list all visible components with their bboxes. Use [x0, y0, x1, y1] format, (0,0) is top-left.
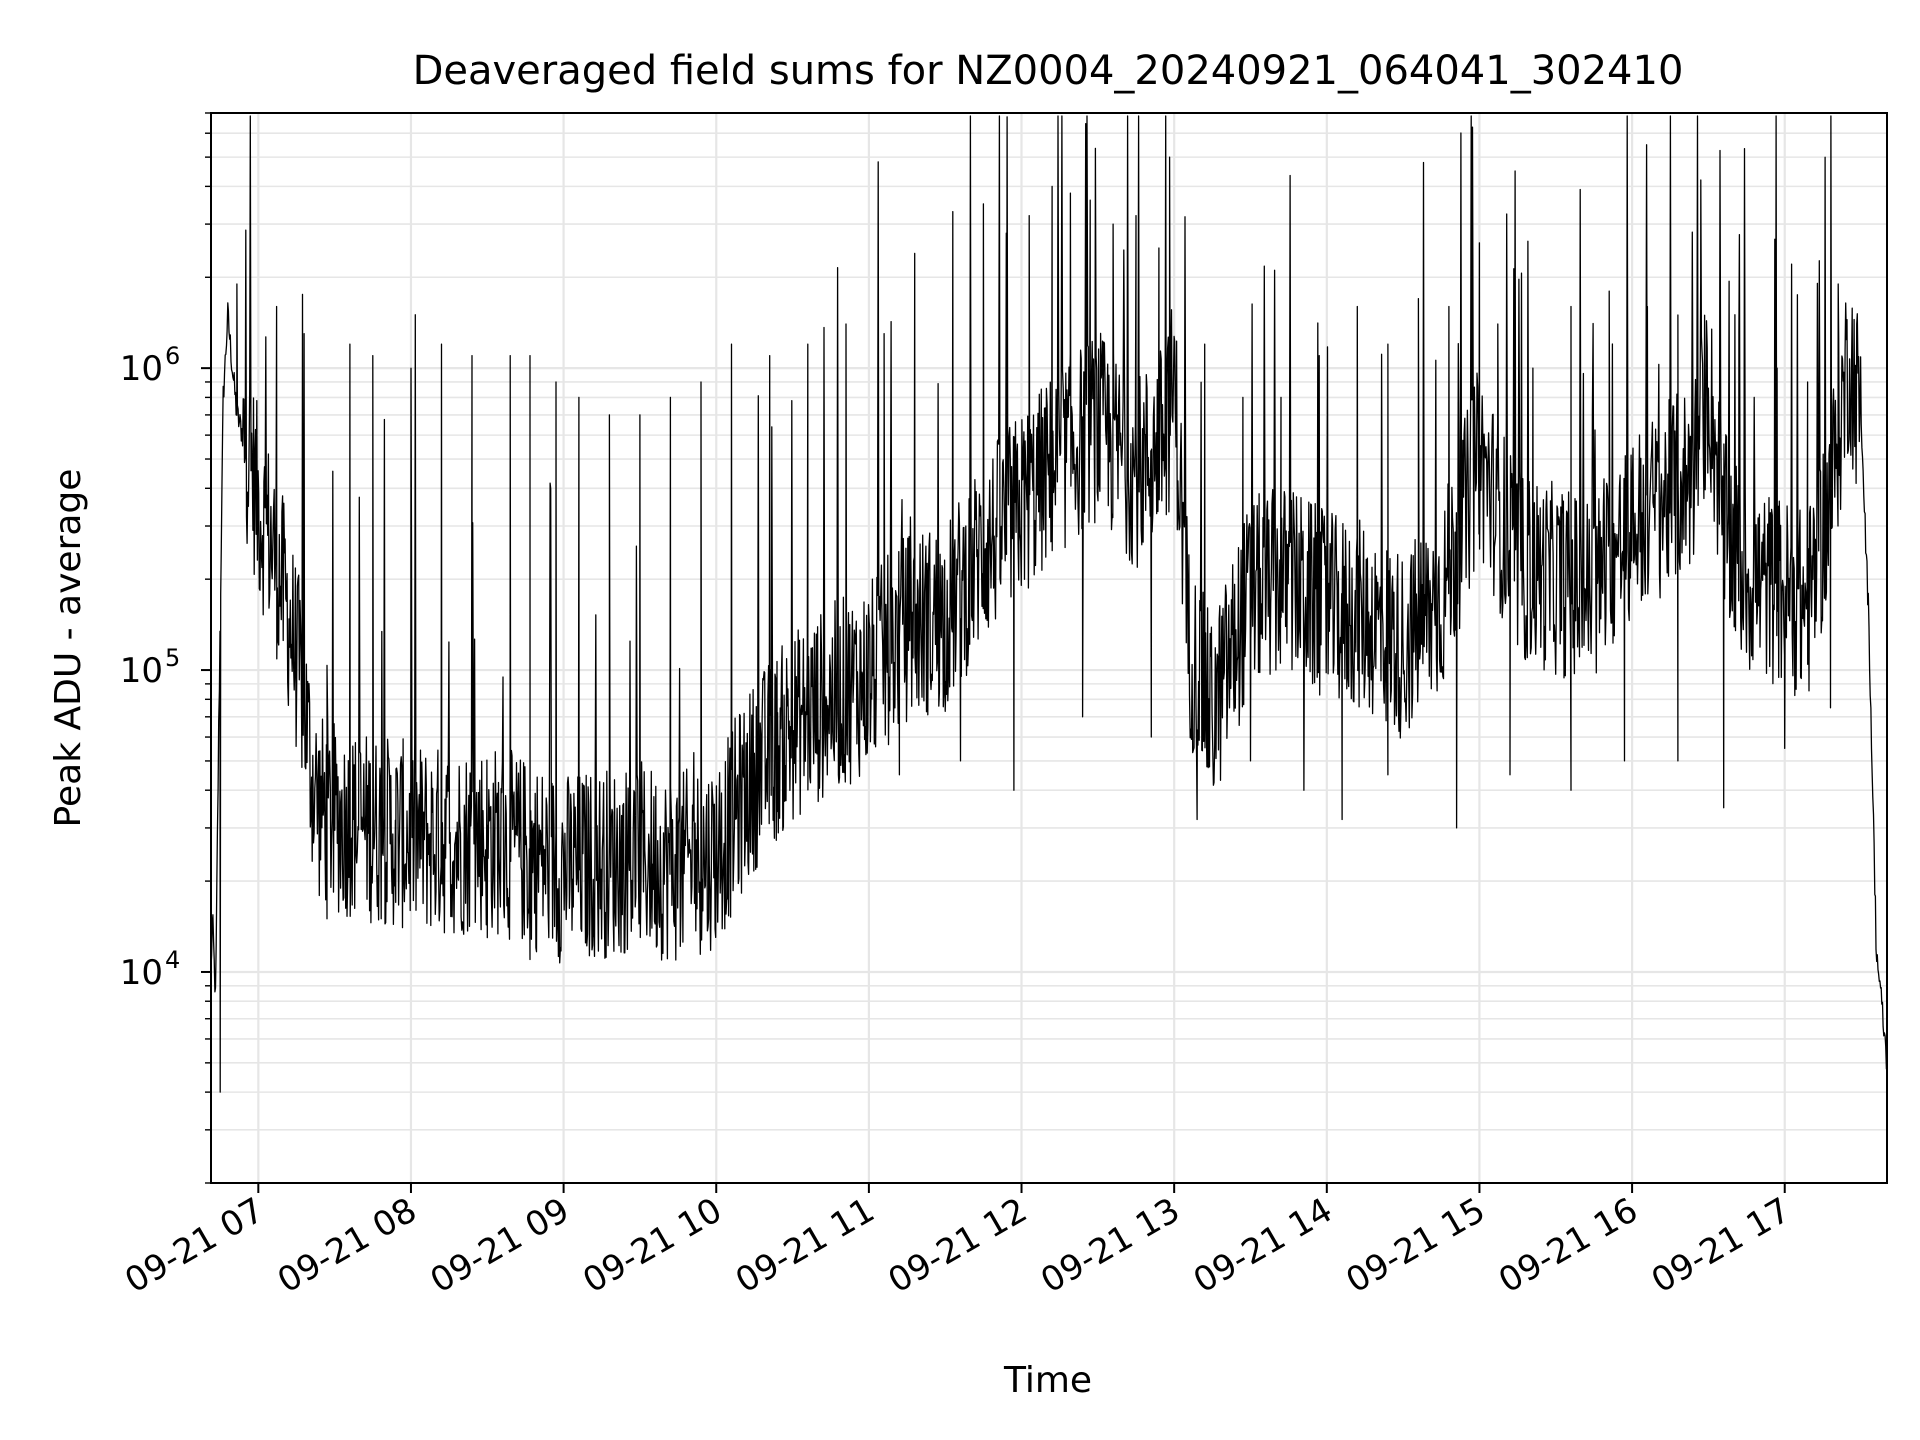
y-tick-exponent: 5 — [165, 644, 180, 672]
y-axis-label: Peak ADU - average — [48, 469, 89, 828]
y-tick-label: 10 — [120, 651, 163, 691]
y-tick-exponent: 4 — [165, 946, 180, 974]
plot-area — [210, 115, 1888, 1093]
plot-frame — [210, 112, 1888, 1184]
y-tick-exponent: 6 — [165, 342, 180, 370]
chart-title: Deaveraged field sums for NZ0004_2024092… — [413, 48, 1684, 94]
y-tick-label: 10 — [120, 953, 163, 993]
series-line — [210, 115, 1888, 1093]
y-tick-label: 10 — [120, 349, 163, 389]
x-axis-label: Time — [1003, 1360, 1092, 1401]
